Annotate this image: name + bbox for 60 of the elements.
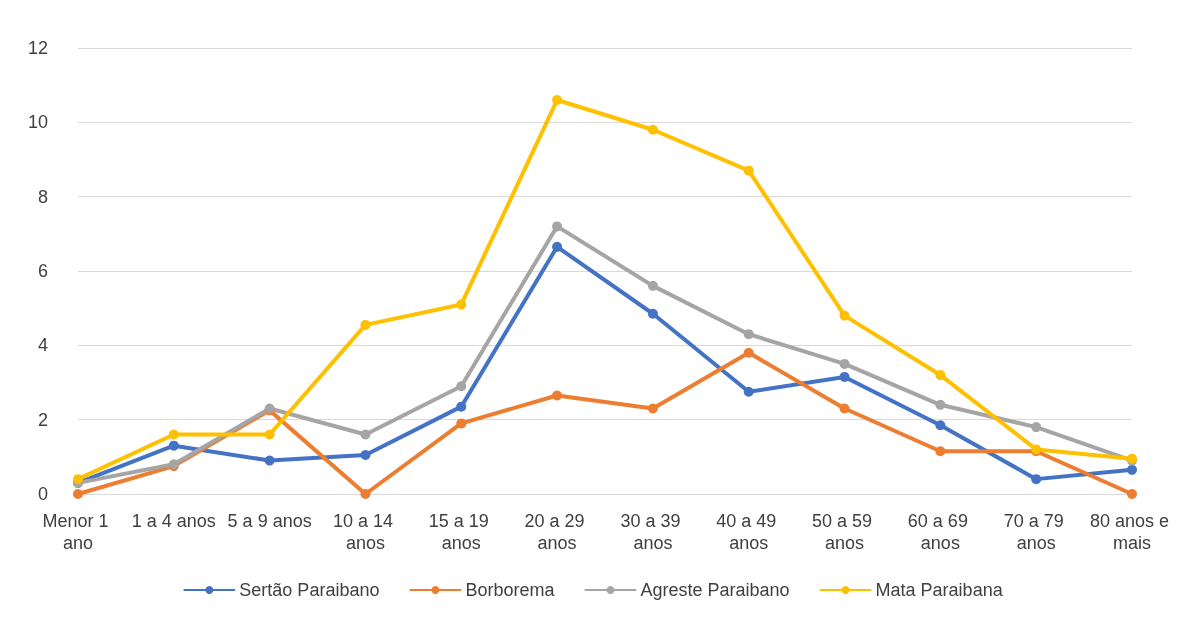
point xyxy=(839,371,850,382)
point xyxy=(73,489,83,499)
point xyxy=(552,390,563,401)
point xyxy=(552,95,563,106)
point xyxy=(264,455,275,466)
x-tick-label: 40 a 49 anos xyxy=(716,511,782,553)
point xyxy=(1031,474,1042,485)
y-tick-label: 10 xyxy=(27,112,48,133)
point xyxy=(1127,464,1137,475)
x-tick-label: 80 anos e mais xyxy=(1089,511,1175,553)
x-tick-label: 50 a 59 anos xyxy=(812,511,878,553)
x-tick-label: 70 a 79 anos xyxy=(1003,511,1069,553)
y-tick-label: 4 xyxy=(37,335,48,356)
point xyxy=(1031,422,1042,433)
point xyxy=(360,319,371,330)
point xyxy=(456,418,467,429)
point xyxy=(743,347,754,358)
point xyxy=(935,446,946,457)
point xyxy=(647,124,658,135)
y-tick-label: 6 xyxy=(37,261,48,281)
point xyxy=(935,370,946,381)
x-tick-label: 20 a 29 anos xyxy=(524,511,590,553)
point xyxy=(552,241,563,252)
point xyxy=(456,299,467,310)
point xyxy=(168,429,179,440)
point xyxy=(1127,489,1137,499)
x-tick-label: 60 a 69 anos xyxy=(907,511,973,553)
point xyxy=(839,310,850,321)
point xyxy=(456,401,467,412)
point xyxy=(839,358,850,369)
legend-label: Borborema xyxy=(465,580,556,600)
point xyxy=(168,440,179,451)
point xyxy=(743,386,754,397)
point xyxy=(264,429,275,440)
x-tick-label: 10 a 14 anos xyxy=(332,511,398,553)
legend-label: Agreste Paraibano xyxy=(640,580,790,600)
y-tick-label: 2 xyxy=(37,409,48,430)
legend-label: Mata Paraibana xyxy=(875,580,1004,600)
point xyxy=(839,403,850,414)
x-tick-label: 5 a 9 anos xyxy=(227,511,312,531)
x-tick-label: Menor 1 ano xyxy=(42,511,114,553)
x-tick-label: 1 a 4 anos xyxy=(131,511,216,531)
y-tick-label: 12 xyxy=(27,38,48,58)
y-tick-label: 0 xyxy=(37,484,48,504)
point xyxy=(360,489,371,499)
point xyxy=(552,221,563,232)
legend-label: Sertão Paraibano xyxy=(239,580,380,600)
point xyxy=(935,420,946,431)
x-tick-label: 30 a 39 anos xyxy=(620,511,686,553)
x-tick-label: 15 a 19 anos xyxy=(428,511,494,553)
point xyxy=(647,308,658,319)
point xyxy=(456,381,467,392)
point xyxy=(935,399,946,410)
point xyxy=(743,329,754,340)
point xyxy=(360,429,371,440)
point xyxy=(647,280,658,291)
point xyxy=(360,449,371,460)
point xyxy=(743,165,754,176)
point xyxy=(647,403,658,414)
y-tick-label: 8 xyxy=(37,186,48,207)
